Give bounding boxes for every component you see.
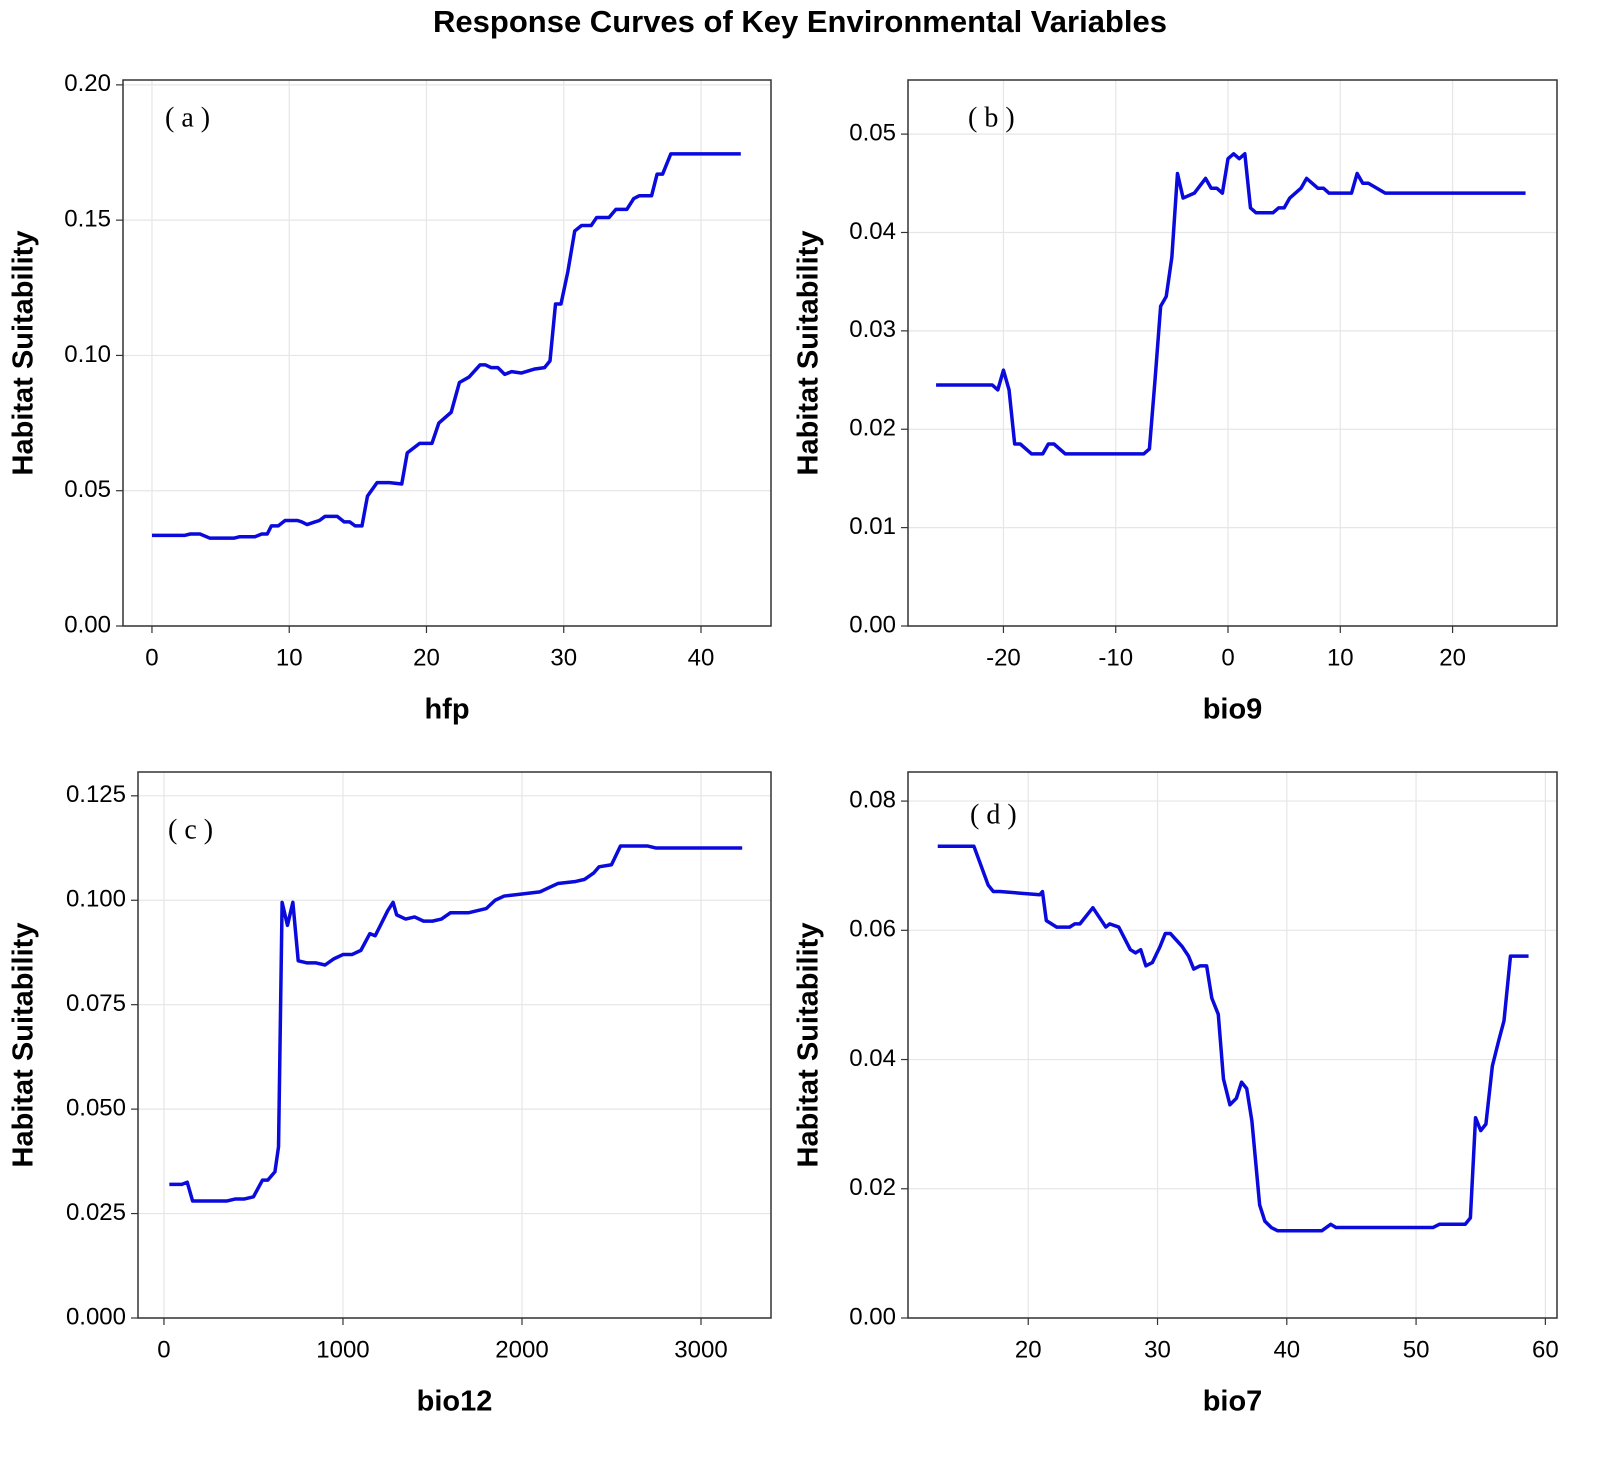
panel-border bbox=[137, 771, 772, 1319]
panel-label: ( d ) bbox=[970, 799, 1017, 830]
x-tick-label: 20 bbox=[1439, 644, 1466, 671]
y-tick-label: 0.05 bbox=[64, 476, 111, 503]
x-tick-label: 3000 bbox=[674, 1336, 727, 1363]
x-tick-label: 40 bbox=[688, 644, 715, 671]
y-tick-label: 0.06 bbox=[849, 916, 896, 943]
plot-panel bbox=[138, 772, 771, 1318]
x-tick-label: -20 bbox=[986, 644, 1021, 671]
y-tick-label: 0.02 bbox=[849, 415, 896, 442]
response-line bbox=[169, 844, 743, 1203]
y-tick-label: 0.125 bbox=[66, 781, 126, 808]
x-tick-label: 1000 bbox=[316, 1336, 369, 1363]
y-tick-label: 0.20 bbox=[64, 70, 111, 97]
x-tick-label: 20 bbox=[413, 644, 440, 671]
panel-border bbox=[907, 79, 1558, 627]
y-tick-label: 0.075 bbox=[66, 990, 126, 1017]
x-tick-label: 2000 bbox=[495, 1336, 548, 1363]
y-tick-label: 0.04 bbox=[849, 1045, 896, 1072]
y-tick-label: 0.025 bbox=[66, 1199, 126, 1226]
y-tick-label: 0.02 bbox=[849, 1174, 896, 1201]
x-axis-label: hfp bbox=[424, 694, 469, 726]
response-line bbox=[151, 152, 741, 540]
y-axis-label: Habitat Suitability bbox=[8, 231, 40, 476]
x-tick-label: 50 bbox=[1403, 1336, 1430, 1363]
x-tick-label: 0 bbox=[145, 644, 158, 671]
response-line bbox=[936, 152, 1526, 456]
x-axis-label: bio7 bbox=[1203, 1386, 1263, 1418]
x-tick-label: 10 bbox=[276, 644, 303, 671]
panel-label: ( c ) bbox=[168, 814, 213, 845]
y-tick-label: 0.03 bbox=[849, 316, 896, 343]
plot-panel bbox=[908, 80, 1557, 626]
figure-title: Response Curves of Key Environmental Var… bbox=[433, 4, 1167, 39]
y-tick-label: 0.00 bbox=[849, 1303, 896, 1330]
y-tick-label: 0.00 bbox=[849, 611, 896, 638]
y-axis-label: Habitat Suitability bbox=[793, 231, 825, 476]
x-tick-label: -10 bbox=[1098, 644, 1133, 671]
x-axis-label: bio9 bbox=[1203, 694, 1263, 726]
x-axis-label: bio12 bbox=[417, 1386, 493, 1418]
x-tick-label: 20 bbox=[1015, 1336, 1042, 1363]
plot-panel bbox=[123, 80, 771, 626]
panel-border bbox=[122, 79, 772, 627]
plot-panel bbox=[908, 772, 1557, 1318]
y-tick-label: 0.04 bbox=[849, 218, 896, 245]
x-tick-label: 10 bbox=[1327, 644, 1354, 671]
response-line bbox=[937, 844, 1529, 1233]
panel-label: ( a ) bbox=[165, 102, 210, 133]
x-tick-label: 30 bbox=[550, 644, 577, 671]
y-tick-label: 0.000 bbox=[66, 1303, 126, 1330]
x-tick-label: 0 bbox=[1221, 644, 1234, 671]
y-tick-label: 0.10 bbox=[64, 341, 111, 368]
y-tick-label: 0.01 bbox=[849, 513, 896, 540]
y-tick-label: 0.050 bbox=[66, 1094, 126, 1121]
y-tick-label: 0.100 bbox=[66, 886, 126, 913]
panel-border bbox=[907, 771, 1558, 1319]
x-tick-label: 40 bbox=[1273, 1336, 1300, 1363]
x-tick-label: 0 bbox=[157, 1336, 170, 1363]
x-tick-label: 60 bbox=[1532, 1336, 1559, 1363]
y-axis-label: Habitat Suitability bbox=[8, 923, 40, 1168]
y-tick-label: 0.08 bbox=[849, 786, 896, 813]
x-tick-label: 30 bbox=[1144, 1336, 1171, 1363]
y-tick-label: 0.05 bbox=[849, 119, 896, 146]
y-axis-label: Habitat Suitability bbox=[793, 923, 825, 1168]
y-tick-label: 0.00 bbox=[64, 611, 111, 638]
y-tick-label: 0.15 bbox=[64, 205, 111, 232]
panel-label: ( b ) bbox=[968, 102, 1015, 133]
